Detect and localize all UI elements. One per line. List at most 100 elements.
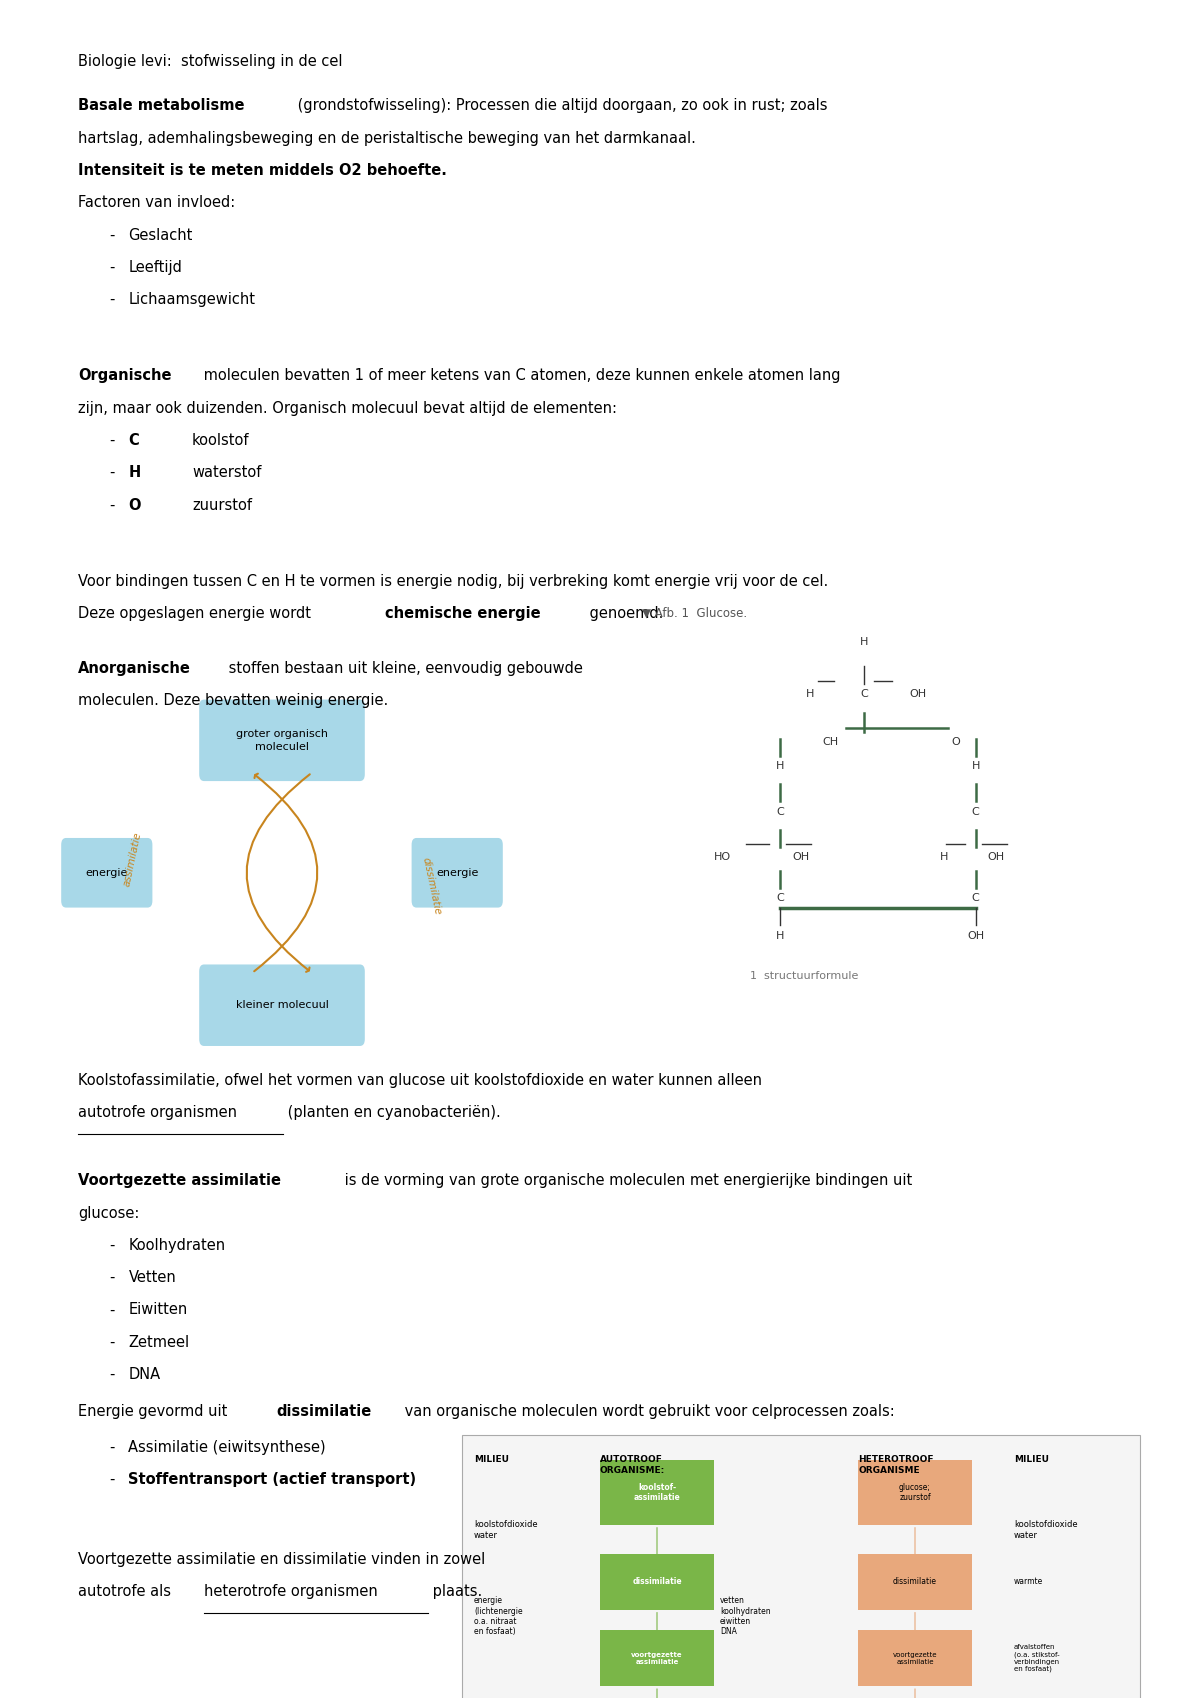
- Text: Voor bindingen tussen C en H te vormen is energie nodig, bij verbreking komt ene: Voor bindingen tussen C en H te vormen i…: [78, 574, 828, 589]
- FancyBboxPatch shape: [199, 964, 365, 1046]
- Text: Energie gevormd uit: Energie gevormd uit: [78, 1404, 232, 1420]
- FancyBboxPatch shape: [858, 1554, 972, 1610]
- Text: Stoffentransport (actief transport): Stoffentransport (actief transport): [128, 1472, 416, 1487]
- Text: dissimilatie: dissimilatie: [277, 1404, 372, 1420]
- Text: voortgezette
assimilatie: voortgezette assimilatie: [893, 1652, 937, 1664]
- Text: -: -: [109, 1440, 114, 1455]
- Text: -: -: [109, 1472, 114, 1487]
- Text: H: H: [806, 689, 814, 700]
- Text: -: -: [109, 1335, 114, 1350]
- Text: HETEROTROOF
ORGANISME: HETEROTROOF ORGANISME: [858, 1455, 934, 1474]
- Text: Factoren van invloed:: Factoren van invloed:: [78, 195, 235, 211]
- Text: koolstofdioxide
water: koolstofdioxide water: [474, 1520, 538, 1540]
- Text: assimilatie: assimilatie: [121, 830, 143, 888]
- FancyBboxPatch shape: [199, 700, 365, 781]
- Text: Eiwitten: Eiwitten: [128, 1302, 187, 1318]
- Text: koolstofdioxide
water: koolstofdioxide water: [1014, 1520, 1078, 1540]
- Text: H: H: [940, 852, 948, 863]
- Text: afvalstoffen
(o.a. stikstof-
verbindingen
en fosfaat): afvalstoffen (o.a. stikstof- verbindinge…: [1014, 1644, 1060, 1673]
- Text: ▼ Afb. 1  Glucose.: ▼ Afb. 1 Glucose.: [642, 606, 748, 620]
- FancyBboxPatch shape: [858, 1630, 972, 1686]
- Text: HO: HO: [714, 852, 731, 863]
- Text: koolstof: koolstof: [192, 433, 250, 448]
- Text: -: -: [109, 1367, 114, 1382]
- Text: Voortgezette assimilatie en dissimilatie vinden in zowel: Voortgezette assimilatie en dissimilatie…: [78, 1552, 485, 1567]
- Text: OH: OH: [910, 689, 926, 700]
- Text: plaats.: plaats.: [428, 1584, 482, 1600]
- FancyBboxPatch shape: [61, 839, 152, 908]
- Text: moleculen. Deze bevatten weinig energie.: moleculen. Deze bevatten weinig energie.: [78, 693, 389, 708]
- Text: heterotrofe organismen: heterotrofe organismen: [204, 1584, 378, 1600]
- FancyBboxPatch shape: [858, 1460, 972, 1525]
- Text: energie: energie: [85, 868, 128, 878]
- Text: MILIEU: MILIEU: [474, 1455, 509, 1464]
- Text: kleiner molecuul: kleiner molecuul: [235, 1000, 329, 1010]
- Text: O: O: [128, 498, 140, 513]
- Text: Vetten: Vetten: [128, 1270, 176, 1285]
- Text: C: C: [860, 689, 868, 700]
- Text: groter organisch
moleculel: groter organisch moleculel: [236, 728, 328, 752]
- Text: C: C: [776, 807, 784, 817]
- Text: zuurstof: zuurstof: [192, 498, 252, 513]
- Text: dissimilatie: dissimilatie: [421, 856, 443, 917]
- Text: 1  structuurformule: 1 structuurformule: [750, 971, 858, 981]
- Text: OH: OH: [988, 852, 1004, 863]
- Text: vetten
koolhydraten
eiwitten
DNA: vetten koolhydraten eiwitten DNA: [720, 1596, 770, 1637]
- Text: Zetmeel: Zetmeel: [128, 1335, 190, 1350]
- Text: warmte: warmte: [1014, 1577, 1043, 1586]
- Text: dissimilatie: dissimilatie: [893, 1577, 937, 1586]
- Text: is de vorming van grote organische moleculen met energierijke bindingen uit: is de vorming van grote organische molec…: [340, 1173, 912, 1189]
- Text: C: C: [972, 893, 979, 903]
- Text: Anorganische: Anorganische: [78, 661, 191, 676]
- Text: -: -: [109, 465, 114, 481]
- Text: Biologie levi:  stofwisseling in de cel: Biologie levi: stofwisseling in de cel: [78, 54, 342, 70]
- Text: C: C: [972, 807, 979, 817]
- Text: Koolhydraten: Koolhydraten: [128, 1238, 226, 1253]
- Text: genoemd.: genoemd.: [586, 606, 664, 621]
- FancyBboxPatch shape: [412, 839, 503, 908]
- Text: -: -: [109, 1270, 114, 1285]
- Text: Koolstofassimilatie, ofwel het vormen van glucose uit koolstofdioxide en water k: Koolstofassimilatie, ofwel het vormen va…: [78, 1073, 762, 1088]
- Text: (grondstofwisseling): Processen die altijd doorgaan, zo ook in rust; zoals: (grondstofwisseling): Processen die alti…: [293, 98, 827, 114]
- Text: energie: energie: [436, 868, 479, 878]
- Text: -: -: [109, 292, 114, 307]
- FancyBboxPatch shape: [600, 1554, 714, 1610]
- Text: Intensiteit is te meten middels O2 behoefte.: Intensiteit is te meten middels O2 behoe…: [78, 163, 446, 178]
- Text: chemische energie: chemische energie: [385, 606, 540, 621]
- Text: H: H: [860, 637, 868, 647]
- Text: -: -: [109, 260, 114, 275]
- FancyBboxPatch shape: [462, 1435, 1140, 1698]
- Text: Geslacht: Geslacht: [128, 228, 193, 243]
- Text: energie
(lichtenergie
o.a. nitraat
en fosfaat): energie (lichtenergie o.a. nitraat en fo…: [474, 1596, 523, 1637]
- Text: O: O: [952, 737, 960, 747]
- Text: -: -: [109, 1302, 114, 1318]
- Text: Leeftijd: Leeftijd: [128, 260, 182, 275]
- Text: autotrofe organismen: autotrofe organismen: [78, 1105, 238, 1121]
- Text: voortgezette
assimilatie: voortgezette assimilatie: [631, 1652, 683, 1664]
- Text: stoffen bestaan uit kleine, eenvoudig gebouwde: stoffen bestaan uit kleine, eenvoudig ge…: [223, 661, 582, 676]
- Text: H: H: [776, 931, 784, 941]
- Text: koolstof-
assimilatie: koolstof- assimilatie: [634, 1482, 680, 1503]
- Text: CH: CH: [822, 737, 838, 747]
- Text: -: -: [109, 228, 114, 243]
- Text: autotrofe als: autotrofe als: [78, 1584, 175, 1600]
- Text: dissimilatie: dissimilatie: [632, 1577, 682, 1586]
- Text: C: C: [776, 893, 784, 903]
- Text: AUTOTROOF
ORGANISME:: AUTOTROOF ORGANISME:: [600, 1455, 665, 1474]
- Text: H: H: [972, 761, 979, 771]
- Text: zijn, maar ook duizenden. Organisch molecuul bevat altijd de elementen:: zijn, maar ook duizenden. Organisch mole…: [78, 401, 617, 416]
- Text: Voortgezette assimilatie: Voortgezette assimilatie: [78, 1173, 281, 1189]
- Text: Deze opgeslagen energie wordt: Deze opgeslagen energie wordt: [78, 606, 316, 621]
- Text: glucose:: glucose:: [78, 1206, 139, 1221]
- Text: glucose;
zuurstof: glucose; zuurstof: [899, 1482, 931, 1503]
- Text: -: -: [109, 498, 114, 513]
- Text: -: -: [109, 433, 114, 448]
- Text: hartslag, ademhalingsbeweging en de peristaltische beweging van het darmkanaal.: hartslag, ademhalingsbeweging en de peri…: [78, 131, 696, 146]
- Text: MILIEU: MILIEU: [1014, 1455, 1049, 1464]
- Text: Lichaamsgewicht: Lichaamsgewicht: [128, 292, 256, 307]
- Text: OH: OH: [792, 852, 809, 863]
- FancyBboxPatch shape: [600, 1630, 714, 1686]
- Text: Basale metabolisme: Basale metabolisme: [78, 98, 245, 114]
- Text: Organische: Organische: [78, 368, 172, 384]
- Text: DNA: DNA: [128, 1367, 161, 1382]
